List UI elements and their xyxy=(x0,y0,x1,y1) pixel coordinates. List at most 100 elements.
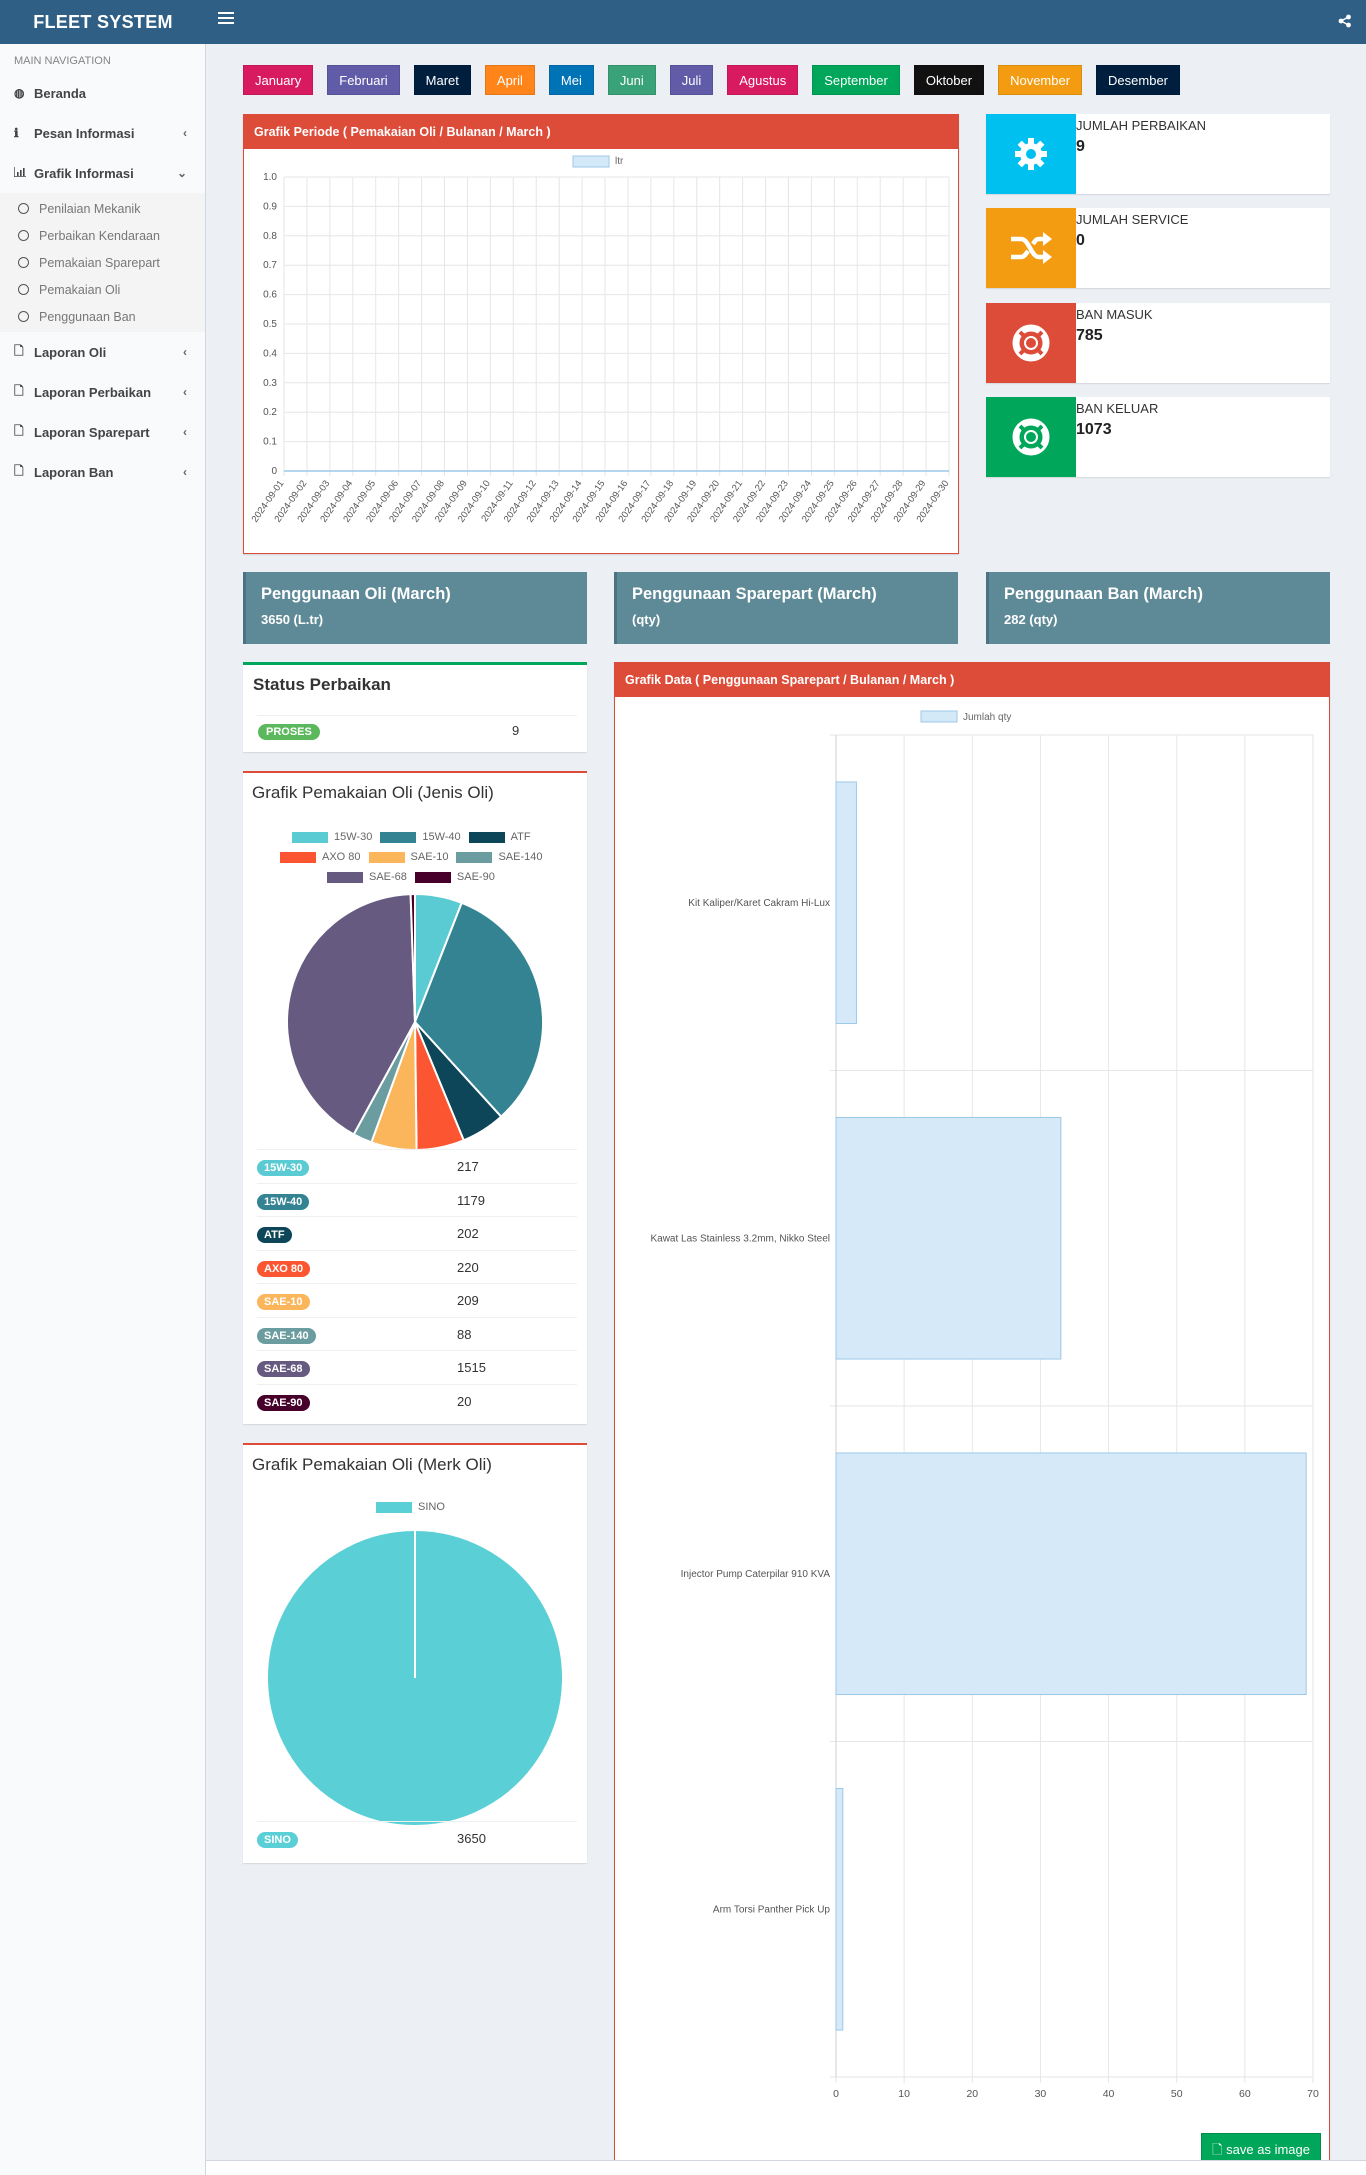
submenu-item-penggunaan-ban[interactable]: Penggunaan Ban xyxy=(0,303,205,330)
info-icon: ℹ xyxy=(14,126,19,140)
legend-label: 15W-40 xyxy=(422,831,461,843)
chevron-left-icon: ‹ xyxy=(183,425,187,439)
bar-3 xyxy=(835,1452,1307,1696)
summary-ban: Penggunaan Ban (March) 282 (qty) xyxy=(986,572,1330,644)
month-button-juni[interactable]: Juni xyxy=(607,65,656,95)
x-tick-label: 40 xyxy=(1103,2088,1115,2097)
month-button-desember[interactable]: Desember xyxy=(1096,65,1181,95)
value-row: 15W-30 217 xyxy=(257,1149,577,1182)
chevron-left-icon: ‹ xyxy=(183,385,187,399)
month-button-november[interactable]: November xyxy=(998,65,1083,95)
info-box-value: 0 xyxy=(1076,232,1085,249)
submenu-item-perbaikan-kendaraan[interactable]: Perbaikan Kendaraan xyxy=(0,222,205,249)
category-value: 88 xyxy=(457,1326,472,1342)
x-tick-label: 60 xyxy=(1239,2088,1251,2097)
info-box-label: BAN KELUAR xyxy=(1076,401,1159,416)
sidebar-item-laporan-sparepart[interactable]: 🗋 Laporan Sparepart ‹ xyxy=(0,412,205,452)
chevron-left-icon: ‹ xyxy=(183,465,187,479)
y-tick-label: 0.5 xyxy=(263,319,277,330)
circle-icon xyxy=(18,284,29,295)
jenis-slice-sae-68 xyxy=(286,893,417,1136)
x-tick-label: 10 xyxy=(898,2088,910,2097)
legend-swatch xyxy=(920,710,958,723)
submenu-item-pemakaian-sparepart[interactable]: Pemakaian Sparepart xyxy=(0,249,205,276)
month-button-maret[interactable]: Maret xyxy=(413,65,471,95)
status-title: Status Perbaikan xyxy=(253,675,391,694)
month-button-juli[interactable]: Juli xyxy=(669,65,714,95)
legend-swatch xyxy=(380,831,417,843)
category-badge: SAE-140 xyxy=(257,1327,316,1344)
legend-item[interactable]: SINO xyxy=(376,1501,445,1513)
submenu-label: Penggunaan Ban xyxy=(39,309,136,324)
y-tick-label: 0.7 xyxy=(263,260,277,271)
legend-label: SINO xyxy=(418,1501,445,1513)
x-tick-label: 70 xyxy=(1307,2088,1319,2097)
month-button-april[interactable]: April xyxy=(484,65,535,95)
category-label: Kit Kaliper/Karet Cakram Hi-Lux xyxy=(688,898,830,909)
y-tick-label: 0.3 xyxy=(263,378,277,389)
legend-swatch xyxy=(327,871,363,883)
legend-item[interactable]: SAE-68 xyxy=(327,871,407,883)
nav-header: MAIN NAVIGATION xyxy=(14,55,111,67)
sidebar-item-label: Laporan Sparepart xyxy=(34,424,150,440)
footer-bar xyxy=(206,2160,1366,2175)
legend-label: Jumlah qty xyxy=(963,712,1011,723)
gear-icon xyxy=(986,114,1076,194)
info-box-value: 785 xyxy=(1076,327,1103,344)
legend-item[interactable]: 15W-30 xyxy=(292,831,372,843)
legend-item[interactable]: SAE-140 xyxy=(456,851,542,863)
sidebar-item-laporan-ban[interactable]: 🗋 Laporan Ban ‹ xyxy=(0,452,205,492)
sidebar-item-laporan-perbaikan[interactable]: 🗋 Laporan Perbaikan ‹ xyxy=(0,372,205,412)
sidebar-item-pesan-informasi[interactable]: ℹ Pesan Informasi ‹ xyxy=(0,113,205,153)
period-line-chart: ltr00.10.20.30.40.50.60.70.80.91.02024-0… xyxy=(250,155,951,525)
value-row: 15W-40 1179 xyxy=(257,1182,577,1216)
legend-item[interactable]: SAE-90 xyxy=(414,871,495,883)
submenu-item-penilaian-mekanik[interactable]: Penilaian Mekanik xyxy=(0,195,205,222)
category-value: 3650 xyxy=(457,1831,486,1846)
category-label: Injector Pump Caterpilar 910 KVA xyxy=(681,1569,831,1580)
info-box-value: 9 xyxy=(1076,138,1085,155)
legend-item[interactable]: SAE-10 xyxy=(368,851,449,863)
share-icon[interactable] xyxy=(1338,14,1352,32)
sidebar-toggle-icon[interactable] xyxy=(218,12,234,26)
submenu-label: Penilaian Mekanik xyxy=(39,201,141,216)
legend-swatch xyxy=(292,831,328,843)
jenis-slice-sae-90 xyxy=(409,892,416,1023)
sidebar-item-beranda[interactable]: ◍ Beranda xyxy=(0,73,205,113)
sidebar-item-label: Pesan Informasi xyxy=(34,125,135,141)
summary-title: Penggunaan Ban (March) xyxy=(1004,585,1203,603)
sidebar-item-label: Grafik Informasi xyxy=(34,165,134,181)
sidebar-item-grafik-informasi[interactable]: Grafik Informasi ⌄ xyxy=(0,153,205,193)
pie-jenis-oli-box: Grafik Pemakaian Oli (Jenis Oli) 15W-30 1… xyxy=(243,771,587,1424)
pie-jenis-chart xyxy=(286,892,544,1152)
info-box-ban-keluar: BAN KELUAR 1073 xyxy=(986,397,1330,477)
category-badge: SAE-10 xyxy=(257,1294,310,1310)
bar-1 xyxy=(835,781,857,1025)
month-button-februari[interactable]: Februari xyxy=(327,65,400,95)
legend-item[interactable]: 15W-40 xyxy=(380,831,461,843)
legend-label: SAE-10 xyxy=(410,851,449,863)
legend-row: 15W-30 15W-40 ATF xyxy=(292,831,539,843)
y-tick-label: 0.2 xyxy=(263,407,277,418)
sidebar-item-laporan-oli[interactable]: 🗋 Laporan Oli ‹ xyxy=(0,332,205,372)
legend-label: ATF xyxy=(510,831,531,843)
category-badge: SAE-90 xyxy=(257,1394,310,1411)
y-tick-label: 0 xyxy=(271,466,277,477)
circle-icon xyxy=(18,311,29,322)
month-button-september[interactable]: September xyxy=(812,65,900,95)
value-row: ATF 202 xyxy=(257,1216,577,1249)
month-button-oktober[interactable]: Oktober xyxy=(913,65,985,95)
sidebar-submenu: Penilaian Mekanik Perbaikan Kendaraan Pe… xyxy=(0,193,205,332)
jenis-slice-15w-40 xyxy=(413,901,544,1119)
app-logo[interactable]: FLEET SYSTEM xyxy=(33,12,173,32)
period-chart-title: Grafik Periode ( Pemakaian Oli / Bulanan… xyxy=(244,115,958,149)
category-label: Arm Torsi Panther Pick Up xyxy=(713,1904,831,1915)
legend-item[interactable]: ATF xyxy=(468,831,531,843)
month-button-january[interactable]: January xyxy=(243,65,314,95)
month-button-agustus[interactable]: Agustus xyxy=(727,65,799,95)
x-tick-label: 20 xyxy=(966,2088,978,2097)
submenu-item-pemakaian-oli[interactable]: Pemakaian Oli xyxy=(0,276,205,303)
month-button-mei[interactable]: Mei xyxy=(548,65,594,95)
legend-item[interactable]: AXO 80 xyxy=(280,851,361,863)
category-badge: AXO 80 xyxy=(257,1260,311,1277)
